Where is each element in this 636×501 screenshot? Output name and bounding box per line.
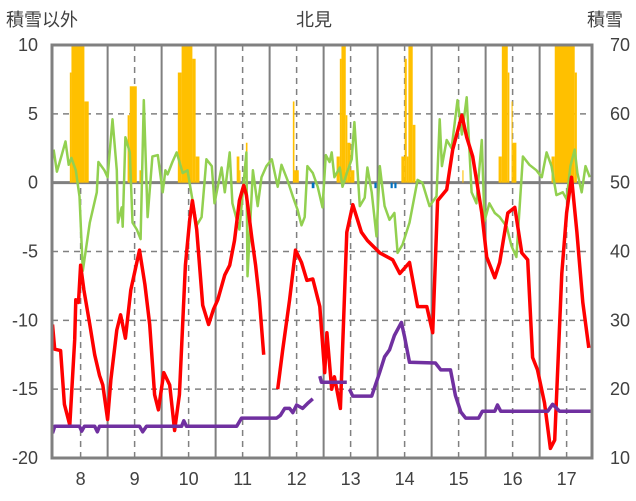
precip-bar xyxy=(462,170,464,183)
snow_depth-line xyxy=(347,320,592,420)
x-tick-label: 13 xyxy=(341,469,361,489)
precip-bar xyxy=(292,101,295,183)
plot-border xyxy=(50,43,594,460)
snow_depth-line xyxy=(50,397,314,434)
x-tick-label: 16 xyxy=(503,469,523,489)
left-axis-title: 積雪以外 xyxy=(6,10,78,31)
precip-bar xyxy=(408,45,413,183)
precip-bar xyxy=(498,156,502,183)
precip-bar xyxy=(84,101,89,183)
bar-series xyxy=(69,45,577,189)
precip-bar xyxy=(192,58,196,183)
left-tick-label: -15 xyxy=(12,379,38,399)
blue-bar xyxy=(311,182,315,189)
precip-bar xyxy=(511,101,513,183)
x-tick-label: 10 xyxy=(179,469,199,489)
blue-bar xyxy=(374,182,377,189)
right-tick-label: 70 xyxy=(610,35,630,55)
right-tick-label: 40 xyxy=(610,242,630,262)
temperature-line xyxy=(50,183,266,433)
left-tick-label: 10 xyxy=(18,35,38,55)
precip-bar xyxy=(404,58,407,183)
x-tick-label: 17 xyxy=(557,469,577,489)
precip-bar xyxy=(129,86,137,183)
precip-bar xyxy=(236,156,240,183)
right-tick-label: 10 xyxy=(610,448,630,468)
precip-bar xyxy=(341,45,346,183)
left-tick-label: 0 xyxy=(28,173,38,193)
precip-bar xyxy=(501,45,508,183)
x-tick-label: 8 xyxy=(76,469,86,489)
x-tick-label: 12 xyxy=(287,469,307,489)
precip-bar xyxy=(507,72,510,183)
precip-bar xyxy=(350,170,355,183)
precip-bar xyxy=(177,72,182,183)
precip-bar xyxy=(574,72,577,183)
x-tick-label: 11 xyxy=(233,469,252,489)
plot-frame xyxy=(50,43,594,460)
precip-bar xyxy=(294,170,299,183)
left-tick-label: -10 xyxy=(12,310,38,330)
x-tick-label: 14 xyxy=(395,469,415,489)
snow_depth-line xyxy=(318,375,347,385)
x-tick-label: 15 xyxy=(449,469,469,489)
right-tick-label: 60 xyxy=(610,104,630,124)
right-tick-label: 30 xyxy=(610,310,630,330)
right-tick-label: 20 xyxy=(610,379,630,399)
temperature-line xyxy=(275,113,591,451)
right-axis-title: 積雪 xyxy=(587,10,623,31)
right-tick-label: 50 xyxy=(610,173,630,193)
precip-bar xyxy=(339,58,342,183)
precip-bar xyxy=(412,124,416,183)
precip-bar xyxy=(181,45,193,183)
precip-bar xyxy=(195,156,200,183)
precip-bar xyxy=(71,45,85,183)
blue-bar xyxy=(394,182,397,189)
line-series xyxy=(50,96,592,451)
left-tick-label: -20 xyxy=(12,448,38,468)
precip-bar xyxy=(345,115,348,183)
chart-title: 北見 xyxy=(296,10,332,31)
x-tick-label: 9 xyxy=(130,469,140,489)
precip-bar xyxy=(401,156,405,183)
precip-bar xyxy=(239,170,241,183)
left-tick-label: 5 xyxy=(28,104,38,124)
blue-bar xyxy=(390,182,393,189)
left-tick-label: -5 xyxy=(22,242,38,262)
precip-bar xyxy=(69,72,72,183)
precip-bar xyxy=(554,45,575,183)
precip-bar xyxy=(512,142,517,183)
precip-bar xyxy=(347,142,351,183)
precip-bar xyxy=(406,156,409,183)
green-line xyxy=(52,96,591,278)
